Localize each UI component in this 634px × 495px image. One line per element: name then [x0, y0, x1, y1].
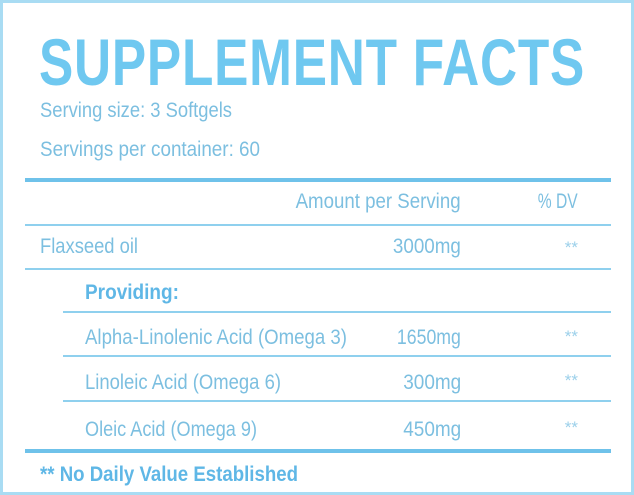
- ala-dv: **: [564, 327, 578, 346]
- servings-per-container: Servings per container: 60: [40, 138, 260, 161]
- la-name: Linoleic Acid (Omega 6): [85, 371, 281, 394]
- oa-dv: **: [564, 418, 578, 437]
- label-title: SUPPLEMENT FACTS: [39, 25, 585, 99]
- footnote: ** No Daily Value Established: [40, 463, 298, 486]
- oa-name: Oleic Acid (Omega 9): [85, 418, 257, 441]
- la-dv: **: [564, 371, 578, 390]
- flaxseed-oil-dv: **: [564, 238, 578, 257]
- divider: [25, 224, 611, 226]
- flaxseed-oil-amount: 3000mg: [393, 235, 461, 258]
- serving-size: Serving size: 3 Softgels: [40, 99, 232, 122]
- thick-divider: [25, 178, 611, 182]
- divider: [63, 311, 611, 313]
- thick-divider: [25, 449, 611, 453]
- ala-amount: 1650mg: [397, 326, 461, 349]
- dv-header: % DV: [538, 190, 578, 213]
- providing-label: Providing:: [85, 281, 179, 304]
- divider: [63, 400, 611, 402]
- oa-amount: 450mg: [403, 418, 461, 441]
- ala-name: Alpha-Linolenic Acid (Omega 3): [85, 326, 347, 349]
- flaxseed-oil-name: Flaxseed oil: [40, 235, 138, 258]
- amount-header: Amount per Serving: [296, 190, 461, 213]
- divider: [25, 268, 611, 270]
- la-amount: 300mg: [403, 371, 461, 394]
- divider: [63, 355, 611, 357]
